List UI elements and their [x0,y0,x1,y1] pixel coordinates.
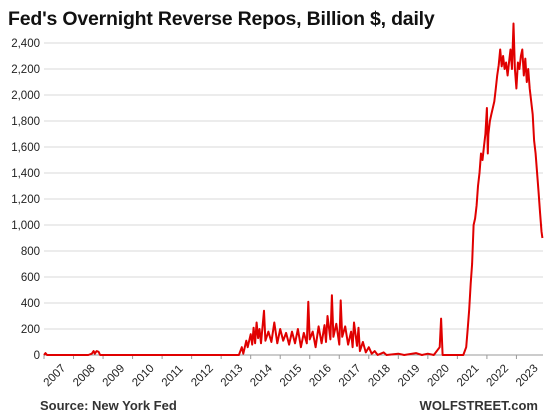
y-tick-label: 0 [34,350,40,362]
y-tick-label: 1,400 [11,168,40,180]
y-tick-label: 1,600 [11,142,40,154]
x-tick-label: 2022 [485,363,512,390]
y-tick-label: 1,000 [11,220,40,232]
gridlines [44,42,543,330]
brand-watermark: WOLFSTREET.com [419,398,538,413]
y-tick-label: 1,200 [11,194,40,206]
x-tick-label: 2010 [130,363,157,390]
x-tick-label: 2012 [189,363,216,390]
x-tick-label: 2023 [514,363,541,390]
x-tick-label: 2020 [425,363,452,390]
series [43,22,544,356]
x-tick-label: 2007 [42,363,69,390]
x-tick-label: 2021 [455,363,482,390]
x-tick-label: 2013 [219,363,246,390]
x-tick-label: 2015 [278,363,305,390]
y-tick-label: 200 [21,324,40,336]
y-tick-label: 1,800 [11,116,40,128]
x-tick-label: 2009 [101,363,128,390]
x-tick-label: 2014 [248,362,275,389]
y-tick-label: 600 [21,272,40,284]
x-tick-label: 2019 [396,363,423,390]
x-tick-label: 2011 [160,363,186,389]
x-tick-label: 2016 [307,363,334,390]
y-axis-ticks: 0 200 400 600 800 1,000 1,200 1,400 1,600 1,800 2,… [11,38,40,362]
x-tick-label: 2017 [337,363,364,390]
y-tick-label: 800 [21,246,40,258]
y-tick-label: 2,200 [11,64,40,76]
x-tick-label: 2018 [366,363,393,390]
chart-title: Fed's Overnight Reverse Repos, Billion $… [8,8,435,30]
y-tick-label: 2,400 [11,38,40,50]
y-tick-label: 2,000 [11,90,40,102]
y-tick-label: 400 [21,298,40,310]
source-note: Source: New York Fed [40,398,177,413]
series-line [43,22,544,356]
x-axis-ticks: 2007 2008 2009 2010 2011 2012 2013 2014 2015 2016… [42,355,541,389]
x-tick-label: 2008 [71,363,98,390]
